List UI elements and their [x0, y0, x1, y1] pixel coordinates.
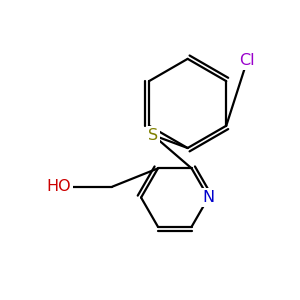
Text: S: S — [148, 128, 158, 142]
Text: Cl: Cl — [239, 53, 255, 68]
Text: HO: HO — [46, 179, 71, 194]
Text: N: N — [202, 190, 214, 205]
